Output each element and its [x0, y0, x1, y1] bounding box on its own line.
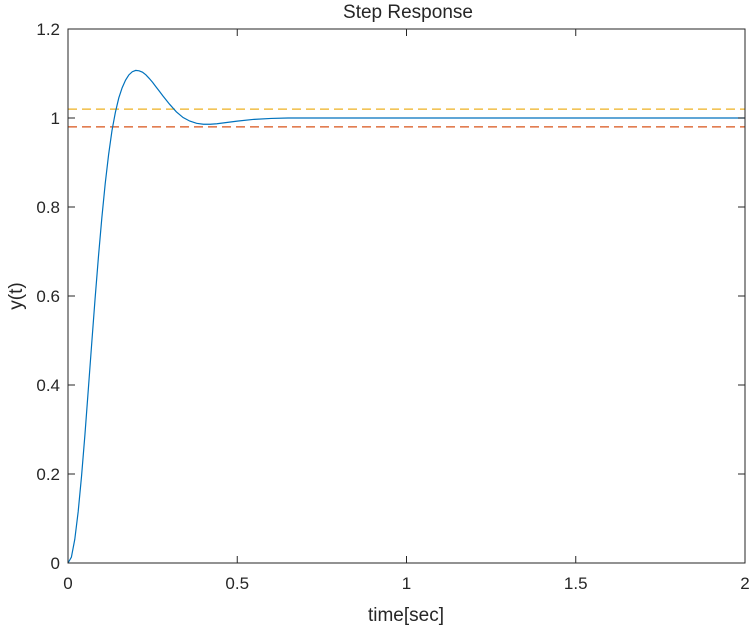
chart-title: Step Response [343, 2, 473, 23]
x-tick-label: 0.5 [225, 574, 249, 593]
y-axis-label: y(t) [6, 282, 27, 309]
y-tick-label: 1 [51, 109, 60, 128]
y-tick-label: 0 [51, 554, 60, 573]
series-layer [67, 69, 745, 564]
x-axis-label: time[sec] [368, 605, 444, 626]
y-tick-label: 0.8 [36, 198, 60, 217]
y-tick-label: 0.6 [36, 287, 60, 306]
axes-layer: 0 0.5 1 1.5 2 0 0.2 0.4 0.6 0.8 1 1.2 [36, 20, 749, 593]
x-tick-label: 1 [402, 574, 411, 593]
y-tick-label: 0.2 [36, 465, 60, 484]
response-line [67, 69, 745, 564]
x-tick-label: 1.5 [564, 574, 588, 593]
x-tick-label: 0 [63, 574, 72, 593]
x-tick-label: 2 [740, 574, 749, 593]
y-tick-label: 0.4 [36, 376, 60, 395]
y-tick-label: 1.2 [36, 20, 60, 39]
